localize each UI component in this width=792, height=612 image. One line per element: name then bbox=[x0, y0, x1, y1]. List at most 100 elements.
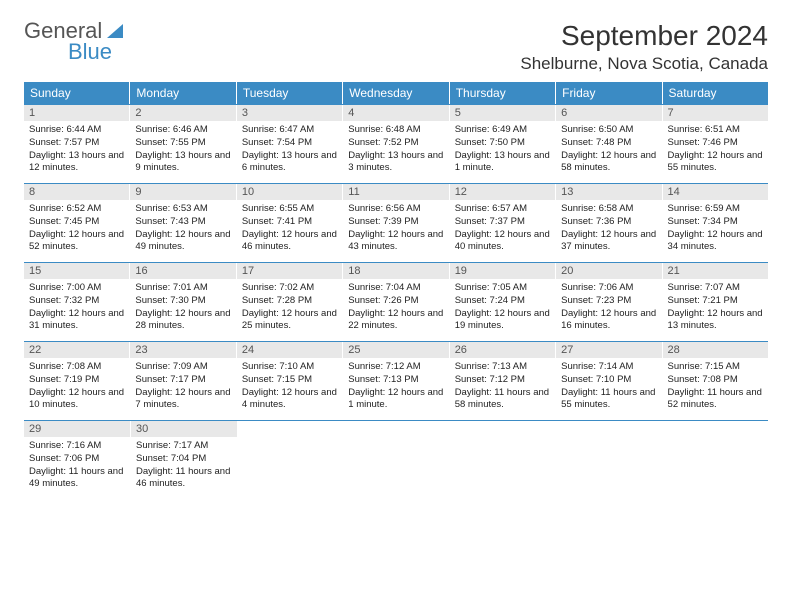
day-cell: 18Sunrise: 7:04 AMSunset: 7:26 PMDayligh… bbox=[343, 263, 449, 341]
day-cell: 11Sunrise: 6:56 AMSunset: 7:39 PMDayligh… bbox=[343, 184, 449, 262]
sunset-line: Sunset: 7:37 PM bbox=[455, 216, 550, 229]
weekday-header: Sunday bbox=[24, 82, 130, 104]
day-number: 15 bbox=[24, 263, 129, 279]
day-body: Sunrise: 7:12 AMSunset: 7:13 PMDaylight:… bbox=[343, 358, 448, 417]
daylight-line: Daylight: 11 hours and 46 minutes. bbox=[136, 466, 232, 492]
sunrise-line: Sunrise: 6:55 AM bbox=[242, 203, 337, 216]
day-body: Sunrise: 7:15 AMSunset: 7:08 PMDaylight:… bbox=[663, 358, 768, 417]
sunset-line: Sunset: 7:23 PM bbox=[561, 295, 656, 308]
sunrise-line: Sunrise: 6:48 AM bbox=[348, 124, 443, 137]
sunrise-line: Sunrise: 7:15 AM bbox=[668, 361, 763, 374]
day-body: Sunrise: 6:52 AMSunset: 7:45 PMDaylight:… bbox=[24, 200, 129, 259]
empty-cell bbox=[450, 421, 556, 499]
daylight-line: Daylight: 12 hours and 43 minutes. bbox=[348, 229, 443, 255]
sunrise-line: Sunrise: 7:04 AM bbox=[348, 282, 443, 295]
day-cell: 21Sunrise: 7:07 AMSunset: 7:21 PMDayligh… bbox=[663, 263, 768, 341]
day-body: Sunrise: 6:48 AMSunset: 7:52 PMDaylight:… bbox=[343, 121, 448, 180]
day-body: Sunrise: 7:02 AMSunset: 7:28 PMDaylight:… bbox=[237, 279, 342, 338]
day-body: Sunrise: 7:01 AMSunset: 7:30 PMDaylight:… bbox=[130, 279, 235, 338]
week-row: 29Sunrise: 7:16 AMSunset: 7:06 PMDayligh… bbox=[24, 420, 768, 499]
day-body: Sunrise: 7:06 AMSunset: 7:23 PMDaylight:… bbox=[556, 279, 661, 338]
logo-blue: Blue bbox=[68, 41, 123, 63]
day-body: Sunrise: 7:00 AMSunset: 7:32 PMDaylight:… bbox=[24, 279, 129, 338]
day-body: Sunrise: 6:44 AMSunset: 7:57 PMDaylight:… bbox=[24, 121, 129, 180]
calendar-grid: SundayMondayTuesdayWednesdayThursdayFrid… bbox=[24, 82, 768, 499]
sunrise-line: Sunrise: 6:56 AM bbox=[348, 203, 443, 216]
day-body: Sunrise: 7:16 AMSunset: 7:06 PMDaylight:… bbox=[24, 437, 130, 496]
daylight-line: Daylight: 12 hours and 4 minutes. bbox=[242, 387, 337, 413]
daylight-line: Daylight: 11 hours and 58 minutes. bbox=[455, 387, 550, 413]
daylight-line: Daylight: 12 hours and 22 minutes. bbox=[348, 308, 443, 334]
day-number: 2 bbox=[130, 105, 235, 121]
day-number: 24 bbox=[237, 342, 342, 358]
day-cell: 9Sunrise: 6:53 AMSunset: 7:43 PMDaylight… bbox=[130, 184, 236, 262]
sunrise-line: Sunrise: 6:52 AM bbox=[29, 203, 124, 216]
day-cell: 15Sunrise: 7:00 AMSunset: 7:32 PMDayligh… bbox=[24, 263, 130, 341]
day-cell: 27Sunrise: 7:14 AMSunset: 7:10 PMDayligh… bbox=[556, 342, 662, 420]
day-number: 22 bbox=[24, 342, 129, 358]
sunrise-line: Sunrise: 7:12 AM bbox=[348, 361, 443, 374]
day-number: 18 bbox=[343, 263, 448, 279]
weekday-header: Tuesday bbox=[237, 82, 343, 104]
sunset-line: Sunset: 7:57 PM bbox=[29, 137, 124, 150]
sunrise-line: Sunrise: 6:49 AM bbox=[455, 124, 550, 137]
daylight-line: Daylight: 12 hours and 58 minutes. bbox=[561, 150, 656, 176]
sunrise-line: Sunrise: 7:00 AM bbox=[29, 282, 124, 295]
sunset-line: Sunset: 7:48 PM bbox=[561, 137, 656, 150]
daylight-line: Daylight: 12 hours and 19 minutes. bbox=[455, 308, 550, 334]
sunset-line: Sunset: 7:32 PM bbox=[29, 295, 124, 308]
day-cell: 2Sunrise: 6:46 AMSunset: 7:55 PMDaylight… bbox=[130, 105, 236, 183]
day-body: Sunrise: 6:59 AMSunset: 7:34 PMDaylight:… bbox=[663, 200, 768, 259]
week-row: 1Sunrise: 6:44 AMSunset: 7:57 PMDaylight… bbox=[24, 104, 768, 183]
page-header: General Blue September 2024 Shelburne, N… bbox=[24, 20, 768, 74]
sunset-line: Sunset: 7:12 PM bbox=[455, 374, 550, 387]
daylight-line: Daylight: 12 hours and 55 minutes. bbox=[668, 150, 763, 176]
day-cell: 26Sunrise: 7:13 AMSunset: 7:12 PMDayligh… bbox=[450, 342, 556, 420]
day-number: 7 bbox=[663, 105, 768, 121]
sunrise-line: Sunrise: 6:59 AM bbox=[668, 203, 763, 216]
day-cell: 20Sunrise: 7:06 AMSunset: 7:23 PMDayligh… bbox=[556, 263, 662, 341]
daylight-line: Daylight: 12 hours and 28 minutes. bbox=[135, 308, 230, 334]
sunrise-line: Sunrise: 6:58 AM bbox=[561, 203, 656, 216]
daylight-line: Daylight: 11 hours and 55 minutes. bbox=[561, 387, 656, 413]
day-cell: 13Sunrise: 6:58 AMSunset: 7:36 PMDayligh… bbox=[556, 184, 662, 262]
day-body: Sunrise: 6:49 AMSunset: 7:50 PMDaylight:… bbox=[450, 121, 555, 180]
day-cell: 3Sunrise: 6:47 AMSunset: 7:54 PMDaylight… bbox=[237, 105, 343, 183]
day-body: Sunrise: 6:58 AMSunset: 7:36 PMDaylight:… bbox=[556, 200, 661, 259]
sunset-line: Sunset: 7:50 PM bbox=[455, 137, 550, 150]
day-cell: 25Sunrise: 7:12 AMSunset: 7:13 PMDayligh… bbox=[343, 342, 449, 420]
weekday-header-row: SundayMondayTuesdayWednesdayThursdayFrid… bbox=[24, 82, 768, 104]
daylight-line: Daylight: 12 hours and 49 minutes. bbox=[135, 229, 230, 255]
weekday-header: Thursday bbox=[450, 82, 556, 104]
day-cell: 22Sunrise: 7:08 AMSunset: 7:19 PMDayligh… bbox=[24, 342, 130, 420]
day-cell: 28Sunrise: 7:15 AMSunset: 7:08 PMDayligh… bbox=[663, 342, 768, 420]
day-cell: 30Sunrise: 7:17 AMSunset: 7:04 PMDayligh… bbox=[131, 421, 238, 499]
empty-cell bbox=[556, 421, 662, 499]
week-row: 22Sunrise: 7:08 AMSunset: 7:19 PMDayligh… bbox=[24, 341, 768, 420]
day-number: 10 bbox=[237, 184, 342, 200]
sunset-line: Sunset: 7:08 PM bbox=[668, 374, 763, 387]
day-body: Sunrise: 7:14 AMSunset: 7:10 PMDaylight:… bbox=[556, 358, 661, 417]
day-body: Sunrise: 6:51 AMSunset: 7:46 PMDaylight:… bbox=[663, 121, 768, 180]
daylight-line: Daylight: 13 hours and 1 minute. bbox=[455, 150, 550, 176]
day-number: 14 bbox=[663, 184, 768, 200]
sunset-line: Sunset: 7:15 PM bbox=[242, 374, 337, 387]
sunset-line: Sunset: 7:43 PM bbox=[135, 216, 230, 229]
daylight-line: Daylight: 11 hours and 52 minutes. bbox=[668, 387, 763, 413]
logo-triangle-icon bbox=[107, 24, 123, 38]
day-number: 11 bbox=[343, 184, 448, 200]
day-number: 13 bbox=[556, 184, 661, 200]
day-body: Sunrise: 7:13 AMSunset: 7:12 PMDaylight:… bbox=[450, 358, 555, 417]
weekday-header: Saturday bbox=[663, 82, 768, 104]
sunrise-line: Sunrise: 7:16 AM bbox=[29, 440, 125, 453]
sunset-line: Sunset: 7:45 PM bbox=[29, 216, 124, 229]
day-body: Sunrise: 7:04 AMSunset: 7:26 PMDaylight:… bbox=[343, 279, 448, 338]
day-number: 20 bbox=[556, 263, 661, 279]
day-cell: 19Sunrise: 7:05 AMSunset: 7:24 PMDayligh… bbox=[450, 263, 556, 341]
sunrise-line: Sunrise: 7:09 AM bbox=[135, 361, 230, 374]
sunset-line: Sunset: 7:41 PM bbox=[242, 216, 337, 229]
day-number: 28 bbox=[663, 342, 768, 358]
sunrise-line: Sunrise: 7:02 AM bbox=[242, 282, 337, 295]
day-cell: 10Sunrise: 6:55 AMSunset: 7:41 PMDayligh… bbox=[237, 184, 343, 262]
sunrise-line: Sunrise: 6:46 AM bbox=[135, 124, 230, 137]
